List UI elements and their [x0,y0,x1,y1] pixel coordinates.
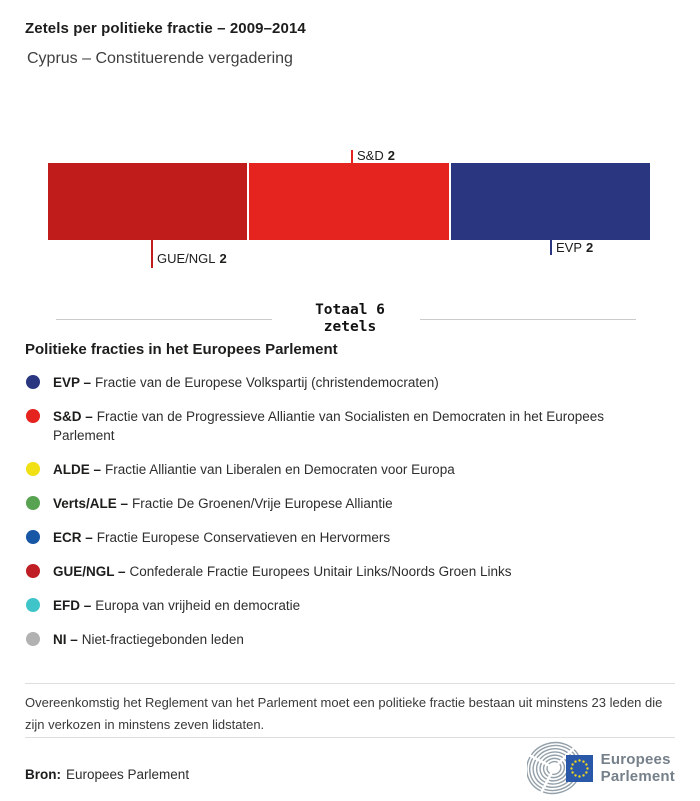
source-value: Europees Parlement [66,767,190,782]
legend-item-ni: NI – Niet-fractiegebonden leden [26,630,676,649]
legend-item-text: GUE/NGL – Confederale Fractie Europees Un… [53,562,511,581]
party-color-dot [26,530,40,544]
party-abbrev: S&D – [53,409,93,424]
party-color-dot [26,632,40,646]
legend-heading: Politieke fracties in het Europees Parle… [25,341,338,358]
party-color-dot [26,409,40,423]
total-caption-line1: Totaal 6 [315,302,385,318]
bar-label-gue-ngl: GUE/NGL 2 [157,251,227,266]
party-description: Niet-fractiegebonden leden [81,632,244,647]
bar-segment-sd [249,163,449,240]
eu-flag-icon [565,755,593,782]
logo-line2: Parlement [600,768,675,785]
legend-item-gue-ngl: GUE/NGL – Confederale Fractie Europees Un… [26,562,676,581]
page-subtitle: Cyprus – Constituerende vergadering [27,50,293,67]
party-abbrev: Verts/ALE – [53,496,129,511]
divider-bottom [25,737,675,738]
party-description: Fractie Europese Conservatieven en Hervo… [96,530,391,545]
logo-wordmark: Europees Parlement [601,751,675,786]
legend-item-ecr: ECR – Fractie Europese Conservatieven en … [26,528,676,547]
legend-item-text: EVP – Fractie van de Europese Volkspartij… [53,373,439,392]
party-description: Europa van vrijheid en democratie [95,598,301,613]
party-color-dot [26,564,40,578]
seats-stacked-bar [48,163,650,240]
legend-item-verts-ale: Verts/ALE – Fractie De Groenen/Vrije Euro… [26,494,676,513]
total-rule-right [420,319,636,320]
divider-top [25,683,675,684]
tick-line-gue-ngl [151,240,153,268]
bar-label-evp: EVP 2 [556,240,593,255]
legend-item-text: ALDE – Fractie Alliantie van Liberalen en… [53,460,455,479]
european-parliament-logo: Europees Parlement [526,741,675,795]
bar-label-gue-seats: 2 [219,251,227,266]
legend-item-evp: EVP – Fractie van de Europese Volkspartij… [26,373,676,392]
party-description: Confederale Fractie Europees Unitair Lin… [129,564,512,579]
logo-line1: Europees [600,750,671,768]
tick-line-evp [550,240,552,255]
party-abbrev: NI – [53,632,78,647]
legend-item-alde: ALDE – Fractie Alliantie van Liberalen en… [26,460,676,479]
bar-label-gue-party: GUE/NGL [157,251,216,266]
party-color-dot [26,598,40,612]
party-color-dot [26,462,40,476]
source-label: Bron: [25,767,61,782]
total-seats-caption: Totaal 6 zetels [0,302,700,336]
bar-segment-evp [450,163,650,240]
legend-item-text: ECR – Fractie Europese Conservatieven en … [53,528,390,547]
legend-item-efd: EFD – Europa van vrijheid en democratie [26,596,676,615]
source-line: Bron: Europees Parlement [25,767,189,782]
bar-label-sd-party: S&D [357,148,384,163]
page-title: Zetels per politieke fractie – 2009–2014 [25,20,306,37]
legend-list: EVP – Fractie van de Europese Volkspartij… [26,373,676,664]
legend-item-sd: S&D – Fractie van de Progressieve Alliant… [26,407,676,445]
party-description: Fractie van de Progressieve Alliantie va… [53,409,605,443]
footnote-text: Overeenkomstig het Reglement van het Par… [25,695,663,732]
tick-line-sd [351,150,353,163]
bar-segment-gue-ngl [48,163,248,240]
party-abbrev: GUE/NGL – [53,564,126,579]
party-description: Fractie De Groenen/Vrije Europese Allian… [132,496,393,511]
party-description: Fractie van de Europese Volkspartij (chr… [95,375,439,390]
party-abbrev: EFD – [53,598,92,613]
bar-label-sd-seats: 2 [387,148,395,163]
legend-item-text: S&D – Fractie van de Progressieve Alliant… [53,407,623,445]
legend-item-text: Verts/ALE – Fractie De Groenen/Vrije Euro… [53,494,393,513]
bar-label-evp-party: EVP [556,240,583,255]
party-description: Fractie Alliantie van Liberalen en Democ… [105,462,455,477]
bar-label-evp-seats: 2 [586,240,594,255]
parliament-hemicycle-icon [526,741,593,795]
bar-label-sd: S&D 2 [357,148,395,163]
total-rule-left [56,319,272,320]
party-color-dot [26,375,40,389]
total-caption-line2: zetels [323,319,377,335]
party-color-dot [26,496,40,510]
party-abbrev: ALDE – [53,462,102,477]
legend-item-text: EFD – Europa van vrijheid en democratie [53,596,300,615]
party-abbrev: ECR – [53,530,93,545]
party-abbrev: EVP – [53,375,92,390]
legend-item-text: NI – Niet-fractiegebonden leden [53,630,244,649]
